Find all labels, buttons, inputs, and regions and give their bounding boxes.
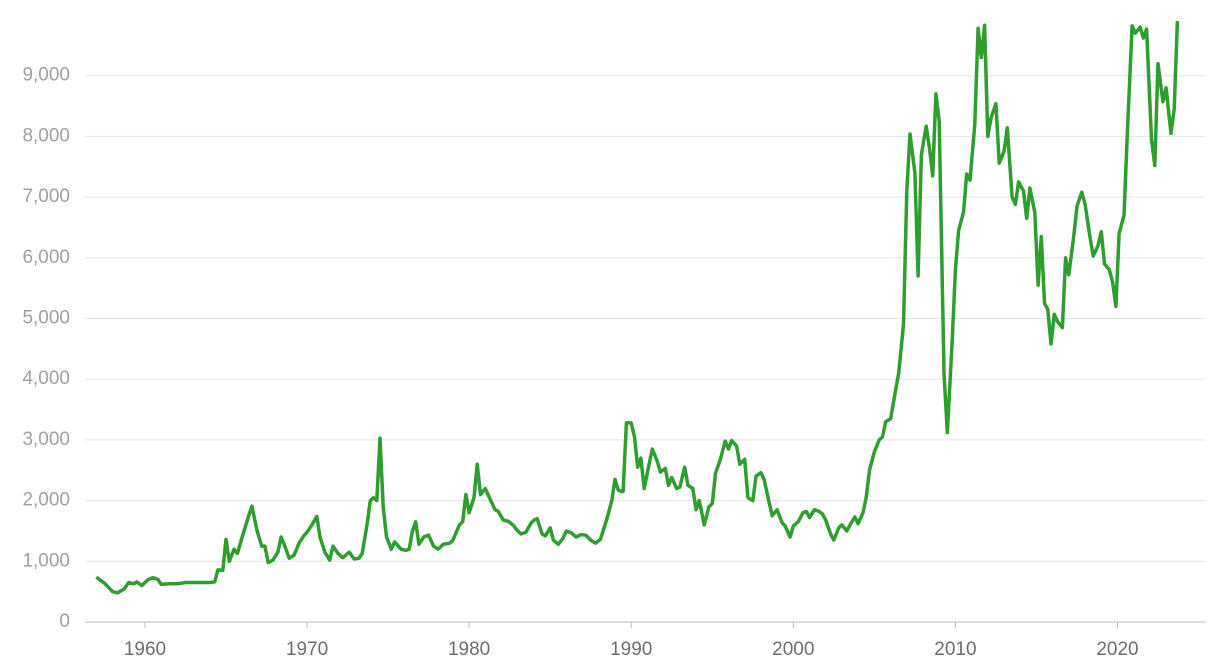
y-tick-label: 0 — [59, 611, 70, 632]
x-tick-label: 1990 — [610, 639, 652, 660]
y-tick-label: 8,000 — [22, 125, 70, 146]
x-tick-label: 2020 — [1096, 639, 1138, 660]
x-tick-label: 2000 — [772, 639, 814, 660]
y-tick-label: 7,000 — [22, 186, 70, 207]
y-tick-label: 4,000 — [22, 368, 70, 389]
y-tick-label: 6,000 — [22, 247, 70, 268]
x-tick-label: 2010 — [934, 639, 976, 660]
y-tick-label: 9,000 — [22, 65, 70, 86]
y-tick-label: 2,000 — [22, 490, 70, 511]
price-line — [95, 21, 1180, 595]
x-tick-label: 1970 — [286, 639, 328, 660]
y-tick-label: 3,000 — [22, 429, 70, 450]
y-tick-label: 1,000 — [22, 550, 70, 571]
x-tick-label: 1960 — [124, 639, 166, 660]
x-tick-label: 1980 — [448, 639, 490, 660]
y-tick-label: 5,000 — [22, 308, 70, 329]
